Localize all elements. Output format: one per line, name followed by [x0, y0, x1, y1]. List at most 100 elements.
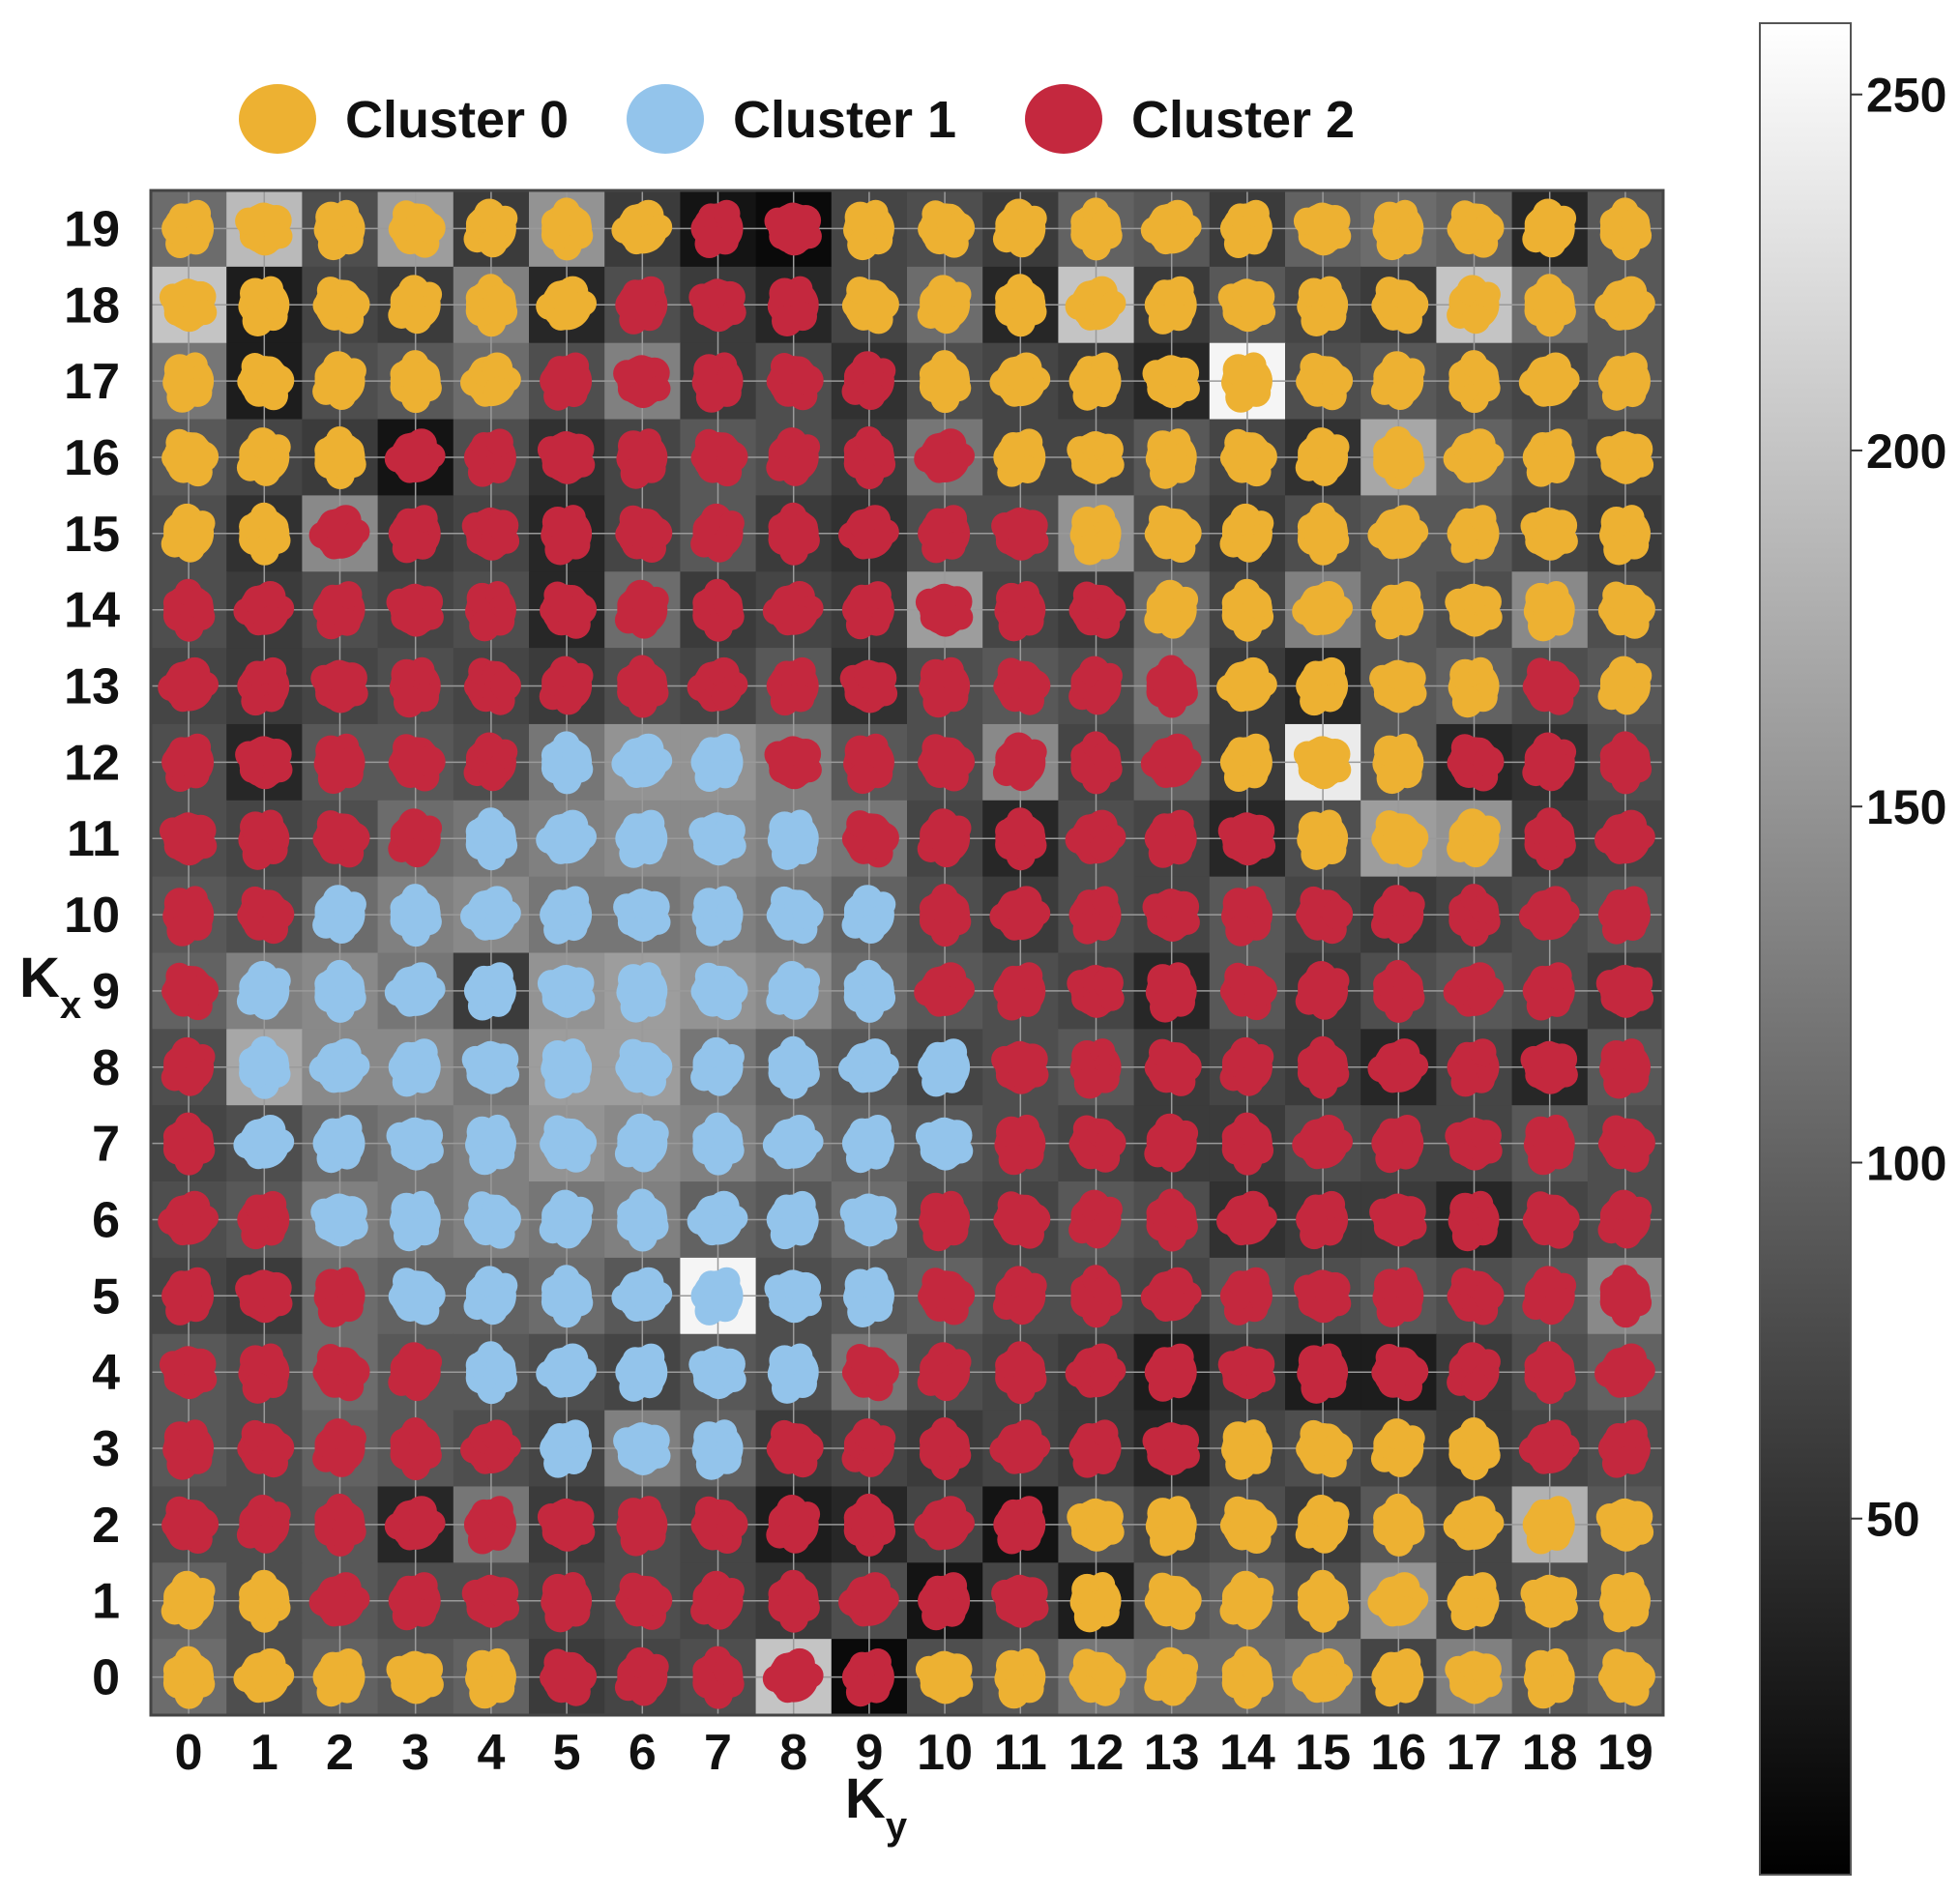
cluster-blob-kx8-ky4	[461, 1040, 520, 1094]
cluster-blob-kx19-ky15	[1293, 202, 1352, 256]
cluster-blob-kx9-ky14	[1219, 962, 1277, 1021]
plot-frame	[149, 189, 1665, 1717]
y-tick-label: 19	[64, 201, 120, 257]
cluster-blob-kx6-ky14	[1216, 1190, 1277, 1246]
cluster-blob-kx6-ky17	[1448, 1190, 1500, 1252]
cluster-blob-kx5-ky7	[690, 1267, 744, 1326]
cluster-blob-kx19-ky0	[161, 199, 215, 258]
cluster-blob-kx4-ky10	[917, 1342, 972, 1402]
cluster-blob-kx13-ky9	[839, 659, 898, 714]
cluster-blob-kx7-ky18	[1523, 1114, 1575, 1176]
cluster-blob-kx19-ky19	[1599, 197, 1653, 261]
cluster-blob-kx10-ky13	[1142, 889, 1200, 942]
cluster-blob-kx19-ky12	[1070, 197, 1123, 261]
cluster-blob-kx2-ky0	[161, 1496, 219, 1554]
cluster-blob-kx11-ky16	[1371, 810, 1429, 868]
cluster-blob-kx12-ky1	[235, 736, 293, 790]
cluster-blob-kx10-ky17	[1448, 884, 1501, 947]
cluster-blob-kx0-ky3	[386, 1650, 444, 1705]
cluster-blob-kx13-ky15	[1296, 656, 1349, 716]
cluster-blob-kx4-ky7	[688, 1346, 746, 1400]
cluster-blob-kx18-ky2	[312, 277, 370, 335]
cluster-blob-kx18-ky3	[388, 275, 443, 335]
cluster-blob-kx6-ky3	[389, 1190, 441, 1252]
cluster-blob-kx1-ky11	[991, 1574, 1049, 1628]
cluster-blob-kx17-ky10	[919, 350, 972, 414]
x-tick-label: 17	[1447, 1725, 1503, 1781]
cluster-blob-kx19-ky1	[235, 202, 293, 256]
cluster-blob-kx15-ky14	[1219, 503, 1274, 563]
cluster-blob-kx17-ky17	[1448, 350, 1501, 414]
cluster-blob-kx8-ky18	[1520, 1040, 1578, 1094]
cluster-blob-kx9-ky12	[1067, 965, 1125, 1018]
cluster-blobs	[158, 197, 1655, 1709]
cluster-blob-kx12-ky4	[463, 732, 518, 792]
cluster-blob-kx6-ky8	[766, 1190, 819, 1250]
cluster-blob-kx16-ky14	[1219, 428, 1277, 487]
cluster-blob-kx13-ky10	[919, 656, 971, 718]
cluster-blob-kx5-ky5	[541, 1265, 594, 1328]
cluster-blob-kx10-ky19	[1597, 886, 1651, 945]
cluster-blob-kx8-ky1	[239, 1035, 291, 1099]
cluster-blob-kx7-ky7	[692, 1112, 745, 1176]
cluster-blob-kx5-ky12	[1070, 1265, 1123, 1328]
cluster-blob-kx0-ky10	[915, 1650, 974, 1705]
cluster-blob-kx7-ky19	[1597, 1115, 1655, 1173]
cluster-blob-kx0-ky5	[540, 1648, 598, 1706]
cluster-blob-kx12-ky12	[1070, 731, 1123, 795]
cluster-blob-kx17-ky16	[1370, 351, 1425, 410]
colorbar-tick-label: 100	[1866, 1137, 1946, 1191]
legend-marker-cluster-2	[1025, 84, 1102, 154]
cluster-blob-kx16-ky19	[1595, 431, 1654, 484]
cluster-blob-kx14-ky8	[762, 581, 824, 636]
cluster-blob-kx18-ky1	[238, 276, 290, 336]
x-tick-label: 14	[1219, 1725, 1275, 1781]
cluster-blob-kx15-ky9	[838, 505, 899, 560]
x-tick-label: 4	[477, 1725, 505, 1781]
cluster-blob-kx12-ky0	[161, 733, 215, 792]
cluster-blob-kx9-ky8	[766, 961, 821, 1020]
cluster-blob-kx10-ky3	[390, 884, 442, 947]
cluster-blob-kx8-ky11	[991, 1040, 1049, 1094]
cluster-blob-kx4-ky3	[388, 1342, 443, 1402]
cluster-blob-kx16-ky18	[1522, 428, 1575, 487]
cluster-blob-kx8-ky12	[1069, 1038, 1122, 1099]
cluster-blob-kx11-ky3	[388, 808, 443, 868]
cluster-blob-kx19-ky14	[1219, 199, 1273, 258]
cluster-blob-kx19-ky7	[690, 199, 744, 258]
x-tick-label: 3	[401, 1725, 429, 1781]
cluster-blob-kx17-ky5	[540, 352, 593, 411]
y-tick-label: 8	[92, 1040, 120, 1096]
cluster-blob-kx1-ky15	[1297, 1569, 1350, 1633]
legend-label-cluster-2: Cluster 2	[1131, 91, 1355, 149]
cluster-blob-kx5-ky8	[764, 1269, 822, 1324]
cluster-blob-kx11-ky5	[536, 809, 597, 864]
cluster-blob-kx5-ky14	[1219, 1267, 1273, 1326]
cluster-blob-kx7-ky2	[312, 1115, 366, 1174]
legend-label-cluster-0: Cluster 0	[345, 91, 569, 149]
cluster-blob-kx13-ky4	[463, 657, 521, 715]
cluster-blob-kx16-ky2	[314, 426, 366, 489]
cluster-blob-kx4-ky11	[995, 1341, 1047, 1405]
cluster-blob-kx13-ky18	[1522, 657, 1580, 715]
x-tick-label: 11	[994, 1725, 1047, 1781]
cluster-blob-kx13-ky6	[617, 655, 669, 718]
cluster-blob-kx15-ky18	[1520, 507, 1578, 561]
cluster-blob-kx17-ky11	[989, 352, 1051, 407]
cluster-blob-kx5-ky16	[1372, 1267, 1424, 1327]
cluster-blob-kx3-ky17	[1448, 1417, 1501, 1480]
x-tick-label: 19	[1597, 1725, 1653, 1781]
cluster-blob-kx1-ky8	[768, 1569, 820, 1633]
cluster-blob-kx17-ky8	[766, 353, 824, 411]
cluster-blob-kx14-ky14	[1221, 578, 1274, 642]
cluster-blob-kx17-ky19	[1597, 352, 1651, 411]
cluster-blob-kx14-ky3	[386, 583, 444, 637]
cluster-blob-kx3-ky4	[460, 1419, 521, 1474]
cluster-blob-kx16-ky7	[690, 428, 748, 487]
cluster-blob-kx2-ky4	[463, 1496, 516, 1555]
cluster-blob-kx16-ky12	[1067, 431, 1125, 484]
cluster-blob-kx19-ky16	[1372, 199, 1424, 261]
cluster-blob-kx5-ky3	[388, 1268, 446, 1326]
cluster-blob-kx2-ky7	[690, 1496, 748, 1554]
